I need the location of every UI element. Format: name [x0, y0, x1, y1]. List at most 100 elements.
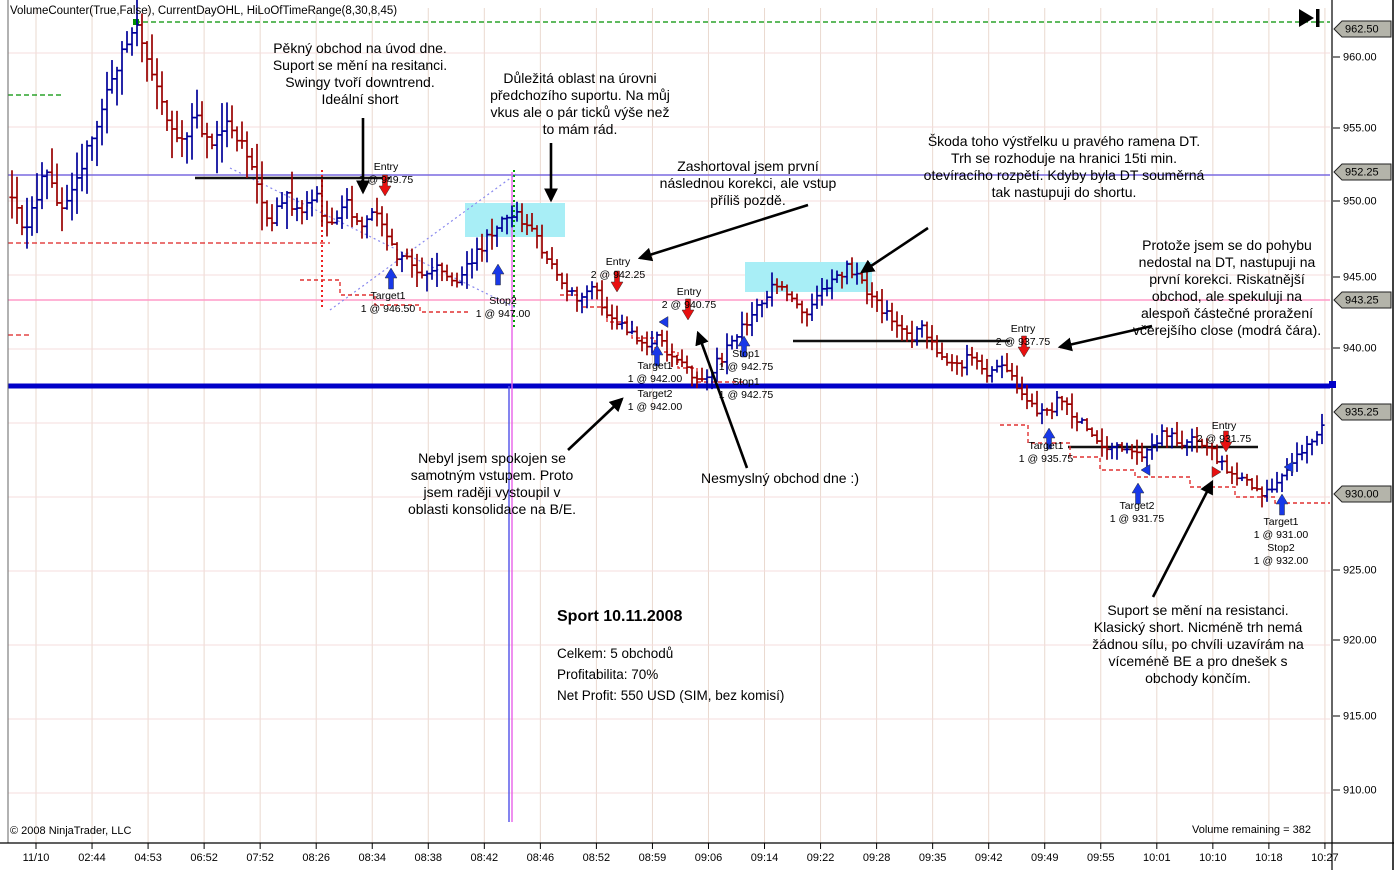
ohlc-bar — [464, 251, 470, 289]
ohlc-bar — [814, 285, 820, 309]
trade-execution-label: Target1 1 @ 942.00 — [627, 360, 683, 386]
time-axis[interactable]: 11/10 02:44 04:53 06:52 07:52 08:26 08:34 08:38… — [23, 843, 1339, 864]
ohlc-bar — [629, 320, 635, 335]
ohlc-bar — [1149, 433, 1155, 460]
ohlc-bar — [1119, 442, 1125, 452]
trade-execution-label: Entry 2 @ 940.75 — [661, 286, 717, 312]
ohlc-bar — [1239, 472, 1245, 482]
time-tick-label: 08:42 — [471, 852, 499, 864]
ohlc-bar — [924, 321, 930, 349]
ohlc-bar — [1114, 442, 1120, 460]
trade-execution-label: Stop1 1 @ 942.75 — [718, 376, 774, 402]
time-tick-label: 08:34 — [358, 852, 386, 864]
ohlc-bar — [424, 270, 430, 292]
annotation-arrow — [1057, 324, 1153, 352]
ohlc-bar — [409, 248, 415, 278]
trade-execution-label: Target2 1 @ 942.00 — [627, 388, 683, 414]
ohlc-bar — [509, 205, 515, 228]
ohlc-bar — [339, 195, 345, 229]
price-tag — [1333, 485, 1392, 503]
ohlc-bar — [849, 257, 855, 279]
ohlc-bar — [1049, 402, 1055, 420]
time-tick-label: 09:22 — [807, 852, 835, 864]
ohlc-bar — [1064, 397, 1070, 416]
ohlc-bar — [84, 140, 90, 194]
ohlc-bar — [289, 171, 295, 216]
up-trade-arrow-icon — [491, 263, 505, 286]
ohlc-bar — [689, 365, 695, 387]
annotation-note: Zashortoval jsem první následnou korekci… — [659, 158, 837, 209]
ohlc-bar — [949, 354, 955, 372]
ohlc-bar — [79, 143, 85, 192]
ohlc-bar — [159, 71, 165, 115]
ohlc-bar — [999, 355, 1005, 379]
ohlc-bar — [759, 300, 765, 318]
ohlc-bar — [1134, 439, 1140, 465]
time-tick-label: 10:10 — [1199, 852, 1227, 864]
gridlines — [8, 8, 1330, 843]
ohlc-bar — [569, 287, 575, 297]
ohlc-bar — [674, 354, 680, 365]
ohlc-bar — [1079, 417, 1085, 424]
time-tick-label: 08:52 — [583, 852, 611, 864]
right-trade-arrow-icon — [1211, 466, 1222, 478]
ohlc-bar — [694, 371, 700, 389]
ohlc-bar — [254, 143, 260, 204]
price-tag-label: 962.50 — [1345, 24, 1379, 36]
ohlc-bar — [1199, 438, 1205, 449]
volume-remaining-label: Volume remaining = 382 — [1192, 824, 1311, 836]
ohlc-bar — [534, 225, 540, 249]
ohlc-bar — [344, 188, 350, 219]
highlight-zone — [745, 262, 872, 292]
ohlc-bar — [1279, 473, 1285, 493]
annotation-arrow — [1151, 479, 1214, 598]
time-tick-label: 10:01 — [1143, 852, 1171, 864]
trailing-stop-line — [300, 279, 470, 313]
ohlc-bar — [234, 126, 240, 152]
ohlc-bar — [644, 331, 650, 356]
ohlc-bar — [609, 304, 615, 330]
price-tag-label: 930.00 — [1345, 489, 1379, 501]
time-tick-label: 02:44 — [78, 852, 106, 864]
up-trade-arrow-icon — [650, 344, 664, 367]
ohlc-bars — [9, 0, 1325, 508]
trade-execution-label: Target1 1 @ 931.00 Stop2 1 @ 932.00 — [1253, 516, 1309, 568]
ohlc-bar — [839, 271, 845, 289]
price-tick-label: 920.00 — [1343, 635, 1377, 647]
price-axis[interactable]: 960.00 955.00 950.00 945.00 940.00 925.00 920.… — [1333, 20, 1392, 797]
time-tick-label: 08:59 — [639, 852, 667, 864]
ohlc-bar — [789, 291, 795, 303]
ohlc-bar — [599, 280, 605, 316]
ohlc-bar — [114, 66, 120, 106]
ohlc-bar — [1159, 424, 1165, 446]
copyright-label: © 2008 NinjaTrader, LLC — [10, 825, 132, 837]
ohlc-bar — [989, 366, 995, 383]
ohlc-bar — [659, 329, 665, 347]
ohlc-bar — [1204, 438, 1210, 456]
ohlc-bar — [744, 312, 750, 336]
ohlc-bar — [109, 60, 115, 94]
ohlc-bar — [1024, 384, 1030, 410]
ohlc-bar — [1264, 479, 1270, 502]
annotation-note: Nebyl jsem spokojen se samotným vstupem.… — [407, 450, 577, 518]
ohlc-bar — [174, 110, 180, 143]
ohlc-bar — [769, 272, 775, 307]
up-trade-arrow-icon — [737, 335, 751, 358]
ohlc-bar — [244, 131, 250, 178]
ohlc-bar — [94, 120, 100, 167]
session-stats-line: Net Profit: 550 USD (SIM, bez komisí) — [557, 687, 785, 703]
skip-to-end-icon[interactable] — [1299, 9, 1320, 27]
up-trade-arrow-icon — [384, 267, 398, 290]
ohlc-bar — [919, 320, 925, 338]
ohlc-bar — [754, 298, 760, 323]
ohlc-bar — [119, 41, 125, 95]
ohlc-bar — [239, 121, 245, 149]
ohlc-bar — [209, 133, 215, 150]
ohlc-bar — [699, 367, 705, 382]
ohlc-bar — [259, 161, 265, 231]
ohlc-bar — [444, 264, 450, 282]
ohlc-bar — [454, 272, 460, 288]
ohlc-bar — [1089, 427, 1095, 437]
up-trade-arrow-icon — [1275, 493, 1289, 516]
